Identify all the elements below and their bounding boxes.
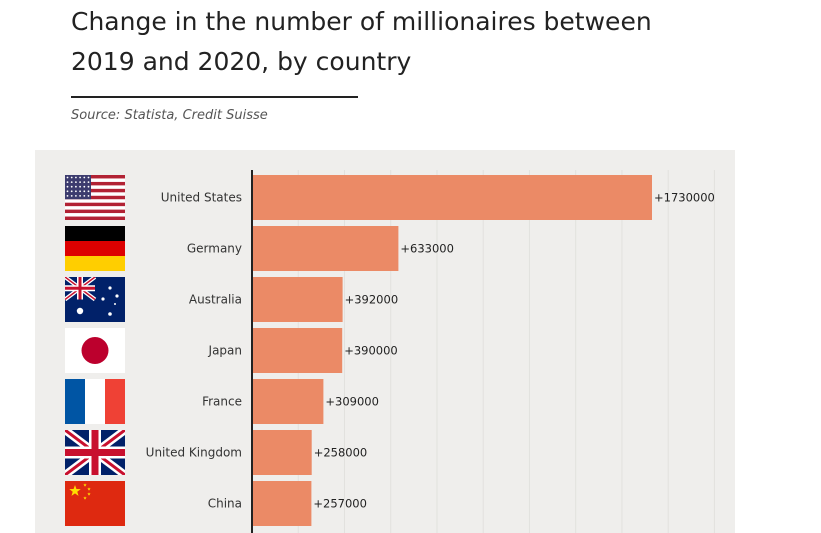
flags: [65, 175, 125, 526]
bar: [252, 379, 324, 424]
germany-flag-icon: [65, 226, 125, 271]
chart-source: Source: Statista, Credit Suisse: [71, 108, 268, 123]
value-label: +392000: [345, 293, 399, 307]
category-label: Germany: [187, 242, 242, 256]
value-label: +1730000: [654, 191, 715, 205]
bar: [252, 226, 399, 271]
value-label: +257000: [313, 497, 367, 511]
bar-chart: United States Germany Australia Japan France…: [65, 170, 715, 533]
uk-flag-icon: [65, 430, 125, 475]
chart-title: Change in the number of millionaires bet…: [71, 7, 652, 76]
chart-area: United States Germany Australia Japan France…: [35, 150, 735, 533]
category-label: France: [202, 395, 242, 409]
value-label: +309000: [325, 395, 379, 409]
bar: [252, 430, 312, 475]
bar: [252, 175, 652, 220]
australia-flag-icon: [65, 277, 125, 322]
japan-flag-icon: [65, 328, 125, 373]
category-label: Australia: [189, 293, 242, 307]
right-margin: [735, 0, 821, 533]
category-labels: United States Germany Australia Japan France…: [146, 191, 242, 511]
value-label: +633000: [400, 242, 454, 256]
title-divider: [71, 96, 358, 98]
value-label: +258000: [314, 446, 368, 460]
bar: [252, 328, 343, 373]
value-label: +390000: [344, 344, 398, 358]
category-label: United States: [161, 191, 242, 205]
category-label: Japan: [208, 344, 242, 358]
category-label: United Kingdom: [146, 446, 242, 460]
china-flag-icon: [65, 481, 125, 526]
us-flag-icon: [65, 175, 125, 220]
bar: [252, 481, 312, 526]
left-margin: [0, 0, 35, 533]
value-labels: +1730000 +633000 +392000 +390000 +309000 +258…: [313, 191, 714, 511]
france-flag-icon: [65, 379, 125, 424]
chart-header: Change in the number of millionaires bet…: [35, 0, 735, 150]
bar: [252, 277, 343, 322]
bars: [252, 175, 652, 526]
category-label: China: [208, 497, 242, 511]
